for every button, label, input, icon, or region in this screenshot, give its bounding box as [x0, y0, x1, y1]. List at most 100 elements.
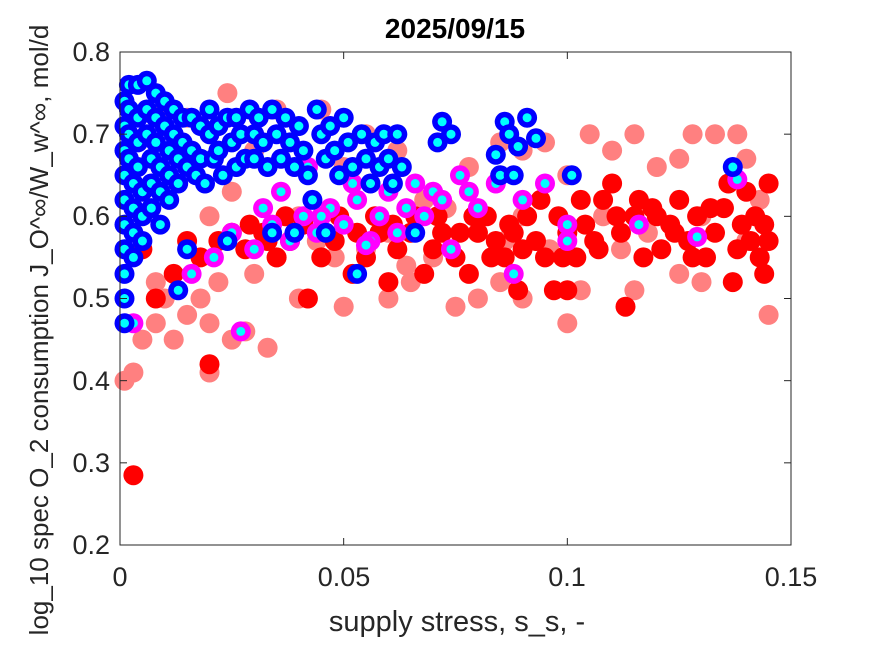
y-tick-label: 0.6: [72, 201, 110, 231]
data-point-center: [164, 195, 174, 205]
data-point: [651, 239, 672, 260]
data-point-center: [388, 179, 398, 188]
data-point: [682, 247, 703, 268]
data-point-center: [200, 179, 210, 188]
data-point-center: [692, 232, 702, 242]
data-point-center: [379, 129, 389, 139]
data-point: [132, 329, 153, 350]
data-point: [199, 313, 220, 334]
data-point: [177, 304, 198, 325]
data-point: [508, 280, 529, 301]
data-point: [633, 247, 654, 268]
data-point-center: [392, 129, 402, 139]
data-point-center: [455, 170, 465, 180]
data-point: [445, 296, 466, 317]
data-point-center: [343, 137, 353, 147]
data-point: [754, 214, 775, 235]
data-point: [450, 222, 470, 243]
data-point: [217, 83, 238, 104]
y-axis-label: log_10 spec O_2 consumption J_O^∞/W_w^∞,…: [24, 25, 54, 636]
data-point-center: [504, 129, 514, 139]
data-point-center: [312, 105, 322, 114]
data-point: [740, 231, 761, 251]
data-point-center: [263, 162, 273, 172]
data-point: [396, 255, 417, 276]
data-point-center: [236, 326, 246, 336]
data-point: [575, 214, 596, 235]
data-point-center: [531, 133, 541, 143]
data-point-center: [375, 211, 384, 221]
data-point: [467, 288, 488, 309]
data-point: [557, 280, 578, 301]
data-point-center: [290, 228, 299, 238]
data-point-center: [254, 113, 264, 123]
data-point: [499, 214, 520, 235]
series-3: [114, 70, 743, 334]
y-tick-label: 0.8: [72, 37, 110, 67]
data-point: [199, 354, 220, 375]
y-tick-label: 0.3: [72, 448, 110, 478]
data-point-center: [142, 76, 152, 86]
data-point-center: [348, 162, 358, 172]
data-point-center: [298, 146, 308, 156]
data-point: [535, 247, 555, 268]
data-point-center: [276, 154, 286, 164]
data-point: [485, 231, 506, 251]
data-point: [239, 214, 260, 235]
data-point: [664, 222, 685, 243]
data-point-center: [437, 195, 447, 205]
data-point-center: [173, 285, 183, 295]
data-point-center: [348, 179, 358, 188]
data-point: [432, 222, 453, 243]
data-point-center: [316, 211, 326, 221]
data-point: [163, 329, 184, 350]
data-point-center: [567, 170, 577, 180]
data-point-center: [357, 129, 367, 139]
data-points: [114, 70, 779, 486]
data-point: [190, 288, 211, 309]
data-point-center: [249, 154, 259, 164]
data-point: [414, 263, 435, 284]
data-point: [669, 148, 690, 169]
data-point-center: [128, 252, 138, 262]
data-point: [588, 239, 609, 260]
data-point: [221, 181, 242, 202]
data-point: [297, 288, 318, 309]
data-point-center: [218, 170, 228, 180]
data-point: [593, 189, 614, 210]
data-point-center: [236, 129, 246, 139]
data-point: [145, 288, 166, 309]
data-point: [624, 124, 645, 145]
data-point-center: [213, 146, 223, 156]
data-point: [570, 189, 591, 210]
data-point-center: [231, 113, 241, 123]
data-point: [758, 173, 779, 194]
data-point-center: [446, 244, 456, 254]
data-point-center: [137, 236, 147, 246]
data-point-center: [473, 203, 483, 213]
data-point-center: [303, 170, 313, 180]
data-point-center: [509, 170, 519, 180]
chart-title: 2025/09/15: [385, 13, 525, 44]
data-point-center: [361, 240, 371, 250]
data-point-center: [392, 228, 402, 238]
data-point: [602, 173, 623, 194]
data-point: [257, 337, 278, 358]
data-point-center: [513, 142, 523, 151]
data-point: [208, 272, 229, 293]
data-point: [754, 263, 775, 284]
data-point-center: [410, 228, 420, 238]
data-point: [691, 272, 712, 293]
data-point: [682, 124, 703, 145]
data-point-center: [267, 228, 277, 238]
data-point: [199, 206, 220, 227]
data-point-center: [401, 203, 411, 213]
data-point-center: [495, 170, 505, 180]
data-point: [311, 247, 332, 268]
data-point-center: [120, 269, 129, 279]
data-point-center: [120, 318, 129, 328]
data-point-center: [285, 137, 295, 147]
data-point: [602, 140, 623, 161]
data-point-center: [205, 105, 214, 114]
data-point: [378, 288, 399, 309]
